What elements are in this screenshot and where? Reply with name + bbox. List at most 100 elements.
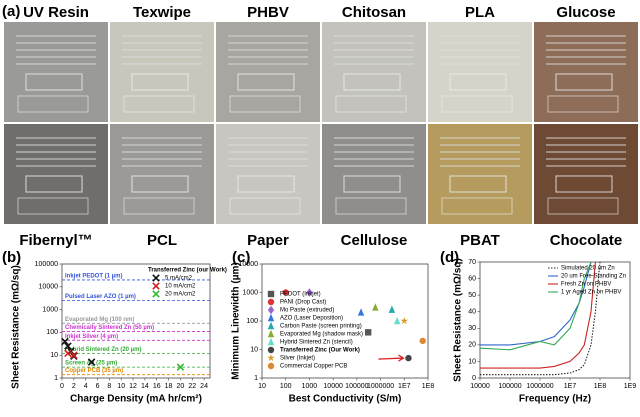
photo-pattern: [17, 95, 89, 113]
reference-label: Inkjet PEDOT (1 µm): [65, 274, 122, 280]
photo-label: Paper: [247, 232, 289, 249]
photo-pattern: [335, 95, 407, 113]
marker: [176, 363, 185, 371]
x-tick-label: 0: [60, 383, 64, 390]
legend-label: Carbon Paste (screen printing): [280, 324, 362, 330]
x-axis-label: Frequency (Hz): [519, 394, 591, 405]
legend-marker: [152, 282, 160, 290]
y-tick-label: 100: [246, 318, 258, 325]
legend-label: Silver (Inkjet): [280, 356, 315, 362]
photo: [322, 124, 426, 224]
marker: [61, 337, 69, 346]
x-tick-label: 10: [117, 383, 125, 390]
x-tick-label: 1000: [302, 383, 318, 390]
legend-marker: [267, 362, 275, 370]
y-tick-label: 40: [468, 309, 476, 316]
photo-pattern: [229, 95, 301, 113]
panel-label: (b): [2, 249, 21, 266]
legend-marker: [267, 354, 275, 362]
x-tick-label: 10000: [323, 383, 343, 390]
legend-marker: [267, 305, 275, 315]
y-tick-label: 1: [254, 375, 258, 382]
photo-pattern: [555, 175, 613, 193]
panel-label: (d): [440, 249, 459, 266]
photo: [110, 22, 214, 122]
data-line: [479, 261, 592, 351]
marker: [419, 337, 426, 345]
data-line: [480, 261, 592, 346]
legend-marker: [267, 329, 275, 338]
photo: [4, 22, 108, 122]
reference-label: Pulsed Laser AZO (1 µm): [65, 294, 136, 300]
y-tick-label: 100: [46, 329, 58, 336]
photo-label: Texwipe: [133, 4, 191, 21]
marker: [388, 305, 396, 313]
photo-pattern: [123, 95, 195, 113]
x-tick-label: 1E8: [594, 383, 607, 390]
y-tick-label: 10: [468, 358, 476, 365]
reference-label: Evaporated Mg (100 nm): [65, 317, 134, 323]
marker: [405, 354, 412, 362]
photo-pattern: [343, 73, 401, 91]
legend-label: 1 yr Aged Zn on PHBV: [561, 290, 621, 296]
marker: [357, 308, 365, 316]
y-tick-label: 1: [54, 375, 58, 382]
photo-label: Fibernyl™: [19, 232, 92, 249]
x-axis-label: Best Conductivity (S/m): [289, 394, 402, 405]
legend-title: Transferred Zinc (our Work): [148, 268, 227, 274]
photo-label: PHBV: [247, 4, 289, 21]
photo-pattern: [131, 175, 189, 193]
x-tick-label: 18: [165, 383, 173, 390]
data-line: [480, 261, 596, 369]
photo-pattern: [449, 175, 507, 193]
x-tick-label: 1E8: [422, 383, 435, 390]
x-tick-label: 10000: [470, 383, 490, 390]
x-tick-label: 8: [107, 383, 111, 390]
photo: [216, 22, 320, 122]
photo: [4, 124, 108, 224]
x-tick-label: 6: [96, 383, 100, 390]
photo-pattern: [547, 95, 619, 113]
photo: [428, 124, 532, 224]
marker: [364, 329, 372, 336]
panel-label: (a): [2, 3, 20, 20]
photo: [110, 124, 214, 224]
x-tick-label: 14: [141, 383, 149, 390]
y-tick-label: 10000: [239, 261, 259, 268]
y-tick-label: 10: [250, 346, 258, 353]
reference-label: Hybrid Sintered Zn (20 µm): [65, 347, 141, 353]
photo-pattern: [237, 175, 295, 193]
legend-marker: [267, 290, 275, 298]
photo-pattern: [25, 73, 83, 91]
legend-label: Simulated 20 um Zn: [561, 266, 615, 272]
photo: [216, 124, 320, 224]
x-tick-label: 1E7: [398, 383, 411, 390]
panel-label: (c): [232, 249, 250, 266]
y-tick-label: 100000: [35, 261, 58, 268]
x-tick-label: 12: [129, 383, 137, 390]
legend-label: 20 mA/cm2: [165, 292, 196, 298]
x-tick-label: 1000000: [526, 383, 553, 390]
photo-pattern: [25, 175, 83, 193]
legend-label: PANI (Drop Cast): [280, 300, 326, 306]
y-tick-label: 50: [468, 292, 476, 299]
photo-pattern: [449, 73, 507, 91]
plot-frame: [479, 261, 631, 379]
x-tick-label: 100000: [345, 383, 368, 390]
photo-pattern: [547, 197, 619, 215]
x-tick-label: 4: [84, 383, 88, 390]
photo-label: PLA: [465, 4, 495, 21]
marker: [64, 342, 72, 350]
y-tick-label: 1000: [242, 289, 258, 296]
y-tick-label: 30: [468, 325, 476, 332]
legend-marker: [267, 313, 275, 322]
photo-label: UV Resin: [23, 4, 89, 21]
reference-label: Chemically Sintered Zn (50 µm): [65, 325, 154, 331]
x-tick-label: 1000000: [367, 383, 394, 390]
legend-label: Mo Paste (extruded): [280, 308, 334, 314]
legend-label: PEDOT (Inkjet): [280, 292, 321, 298]
x-tick-label: 100000: [498, 383, 521, 390]
x-axis-label: Charge Density (mA hr/cm²): [70, 394, 202, 405]
legend-marker: [152, 290, 160, 298]
photo-label: PCL: [147, 232, 177, 249]
